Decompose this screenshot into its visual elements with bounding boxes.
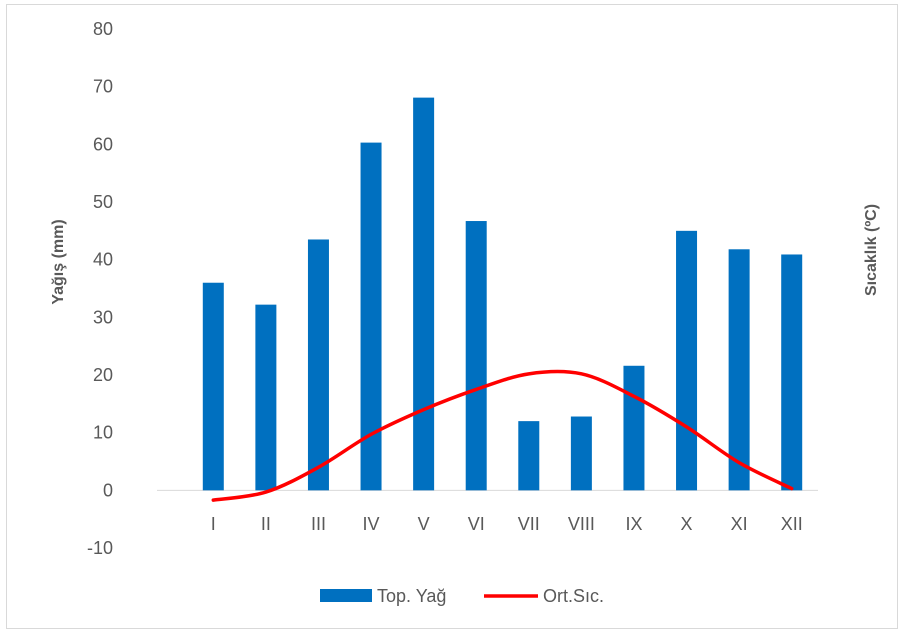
bar (465, 221, 487, 491)
x-tick-label: IV (363, 514, 380, 534)
bar (728, 249, 750, 491)
y-tick-label: 70 (93, 77, 113, 97)
y2-axis-title: Sıcaklık (ºC) (863, 204, 880, 296)
x-tick-label: VIII (568, 514, 595, 534)
y-tick-label: 0 (103, 480, 113, 500)
bar (202, 282, 224, 491)
y-axis-ticks: -10 0 10 20 30 40 50 60 70 80 (87, 19, 113, 558)
bar (413, 97, 435, 491)
x-tick-label: IX (625, 514, 642, 534)
y-tick-label: 10 (93, 423, 113, 443)
legend: Top. Yağ Ort.Sıc. (320, 586, 604, 606)
bar (781, 254, 803, 491)
bar (518, 421, 540, 491)
x-tick-label: XII (781, 514, 803, 534)
temperature-line (211, 369, 794, 502)
x-tick-label: VI (468, 514, 485, 534)
y-tick-label: 40 (93, 250, 113, 270)
x-tick-label: V (418, 514, 430, 534)
legend-label-bar: Top. Yağ (377, 586, 446, 606)
x-tick-label: VII (518, 514, 540, 534)
legend-swatch-bar (320, 589, 372, 602)
y-tick-label: 80 (93, 19, 113, 39)
bar-series (202, 97, 803, 491)
bar (676, 230, 698, 491)
x-axis-ticks: I II III IV V VI VII VIII IX X XI XII (211, 514, 803, 534)
x-tick-label: X (681, 514, 693, 534)
x-tick-label: XI (731, 514, 748, 534)
y-tick-label: 50 (93, 192, 113, 212)
x-tick-label: II (261, 514, 271, 534)
y-axis-title: Yağış (mm) (50, 219, 67, 304)
bar (307, 239, 329, 491)
bar (255, 304, 277, 491)
bar (360, 142, 382, 491)
y-tick-label: 20 (93, 365, 113, 385)
y-tick-label: 30 (93, 307, 113, 327)
y-tick-label: -10 (87, 538, 113, 558)
x-tick-label: III (311, 514, 326, 534)
x-tick-label: I (211, 514, 216, 534)
legend-label-line: Ort.Sıc. (543, 586, 604, 606)
bar (570, 416, 592, 491)
bar (623, 365, 645, 491)
y-tick-label: 60 (93, 134, 113, 154)
